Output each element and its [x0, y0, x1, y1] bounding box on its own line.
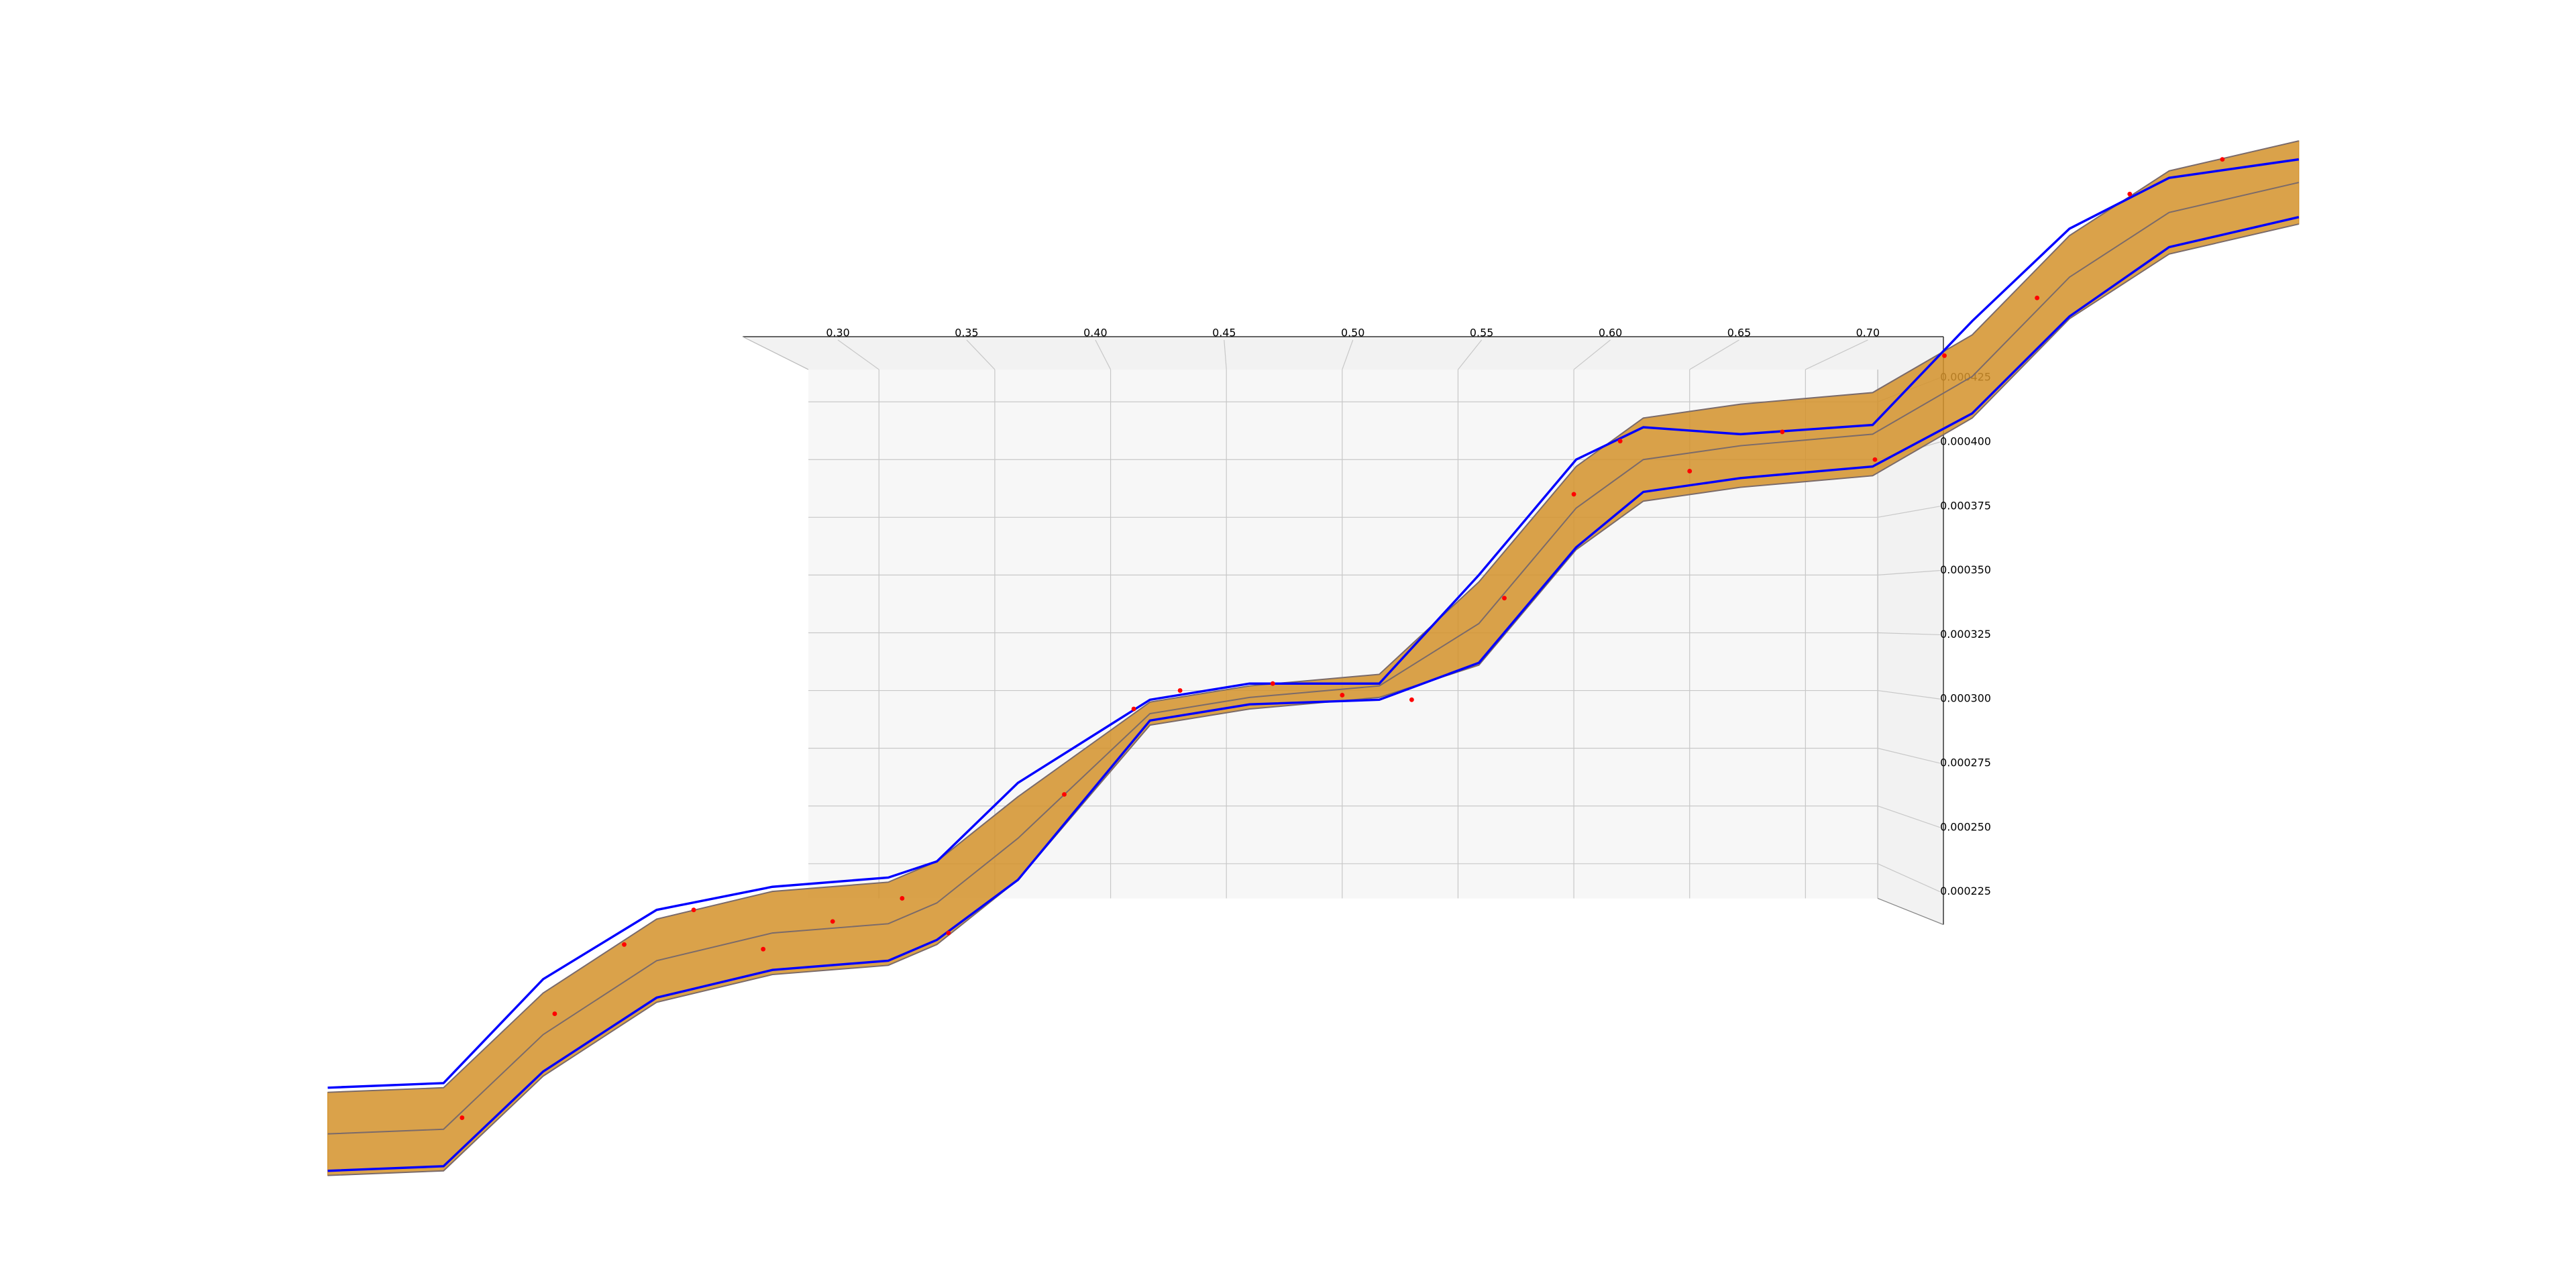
grid-line: [1805, 339, 1868, 370]
data-point: [2220, 157, 2225, 162]
grid-line: [1457, 339, 1483, 370]
data-point: [830, 919, 835, 924]
x-tick-label: 0.30: [826, 327, 849, 339]
grid-line: [1878, 689, 1941, 700]
data-point: [900, 896, 905, 901]
x-tick-label: 0.60: [1599, 327, 1622, 339]
data-point: [1270, 681, 1275, 686]
curve: [327, 216, 2300, 1172]
surface-mesh-line: [327, 140, 2300, 1093]
data-point: [552, 1011, 557, 1017]
grid-line: [837, 339, 879, 370]
x-tick-label: 0.55: [1470, 327, 1493, 339]
y-tick-label: 0.000325: [1940, 628, 1991, 640]
data-point: [1687, 469, 1693, 474]
data-point: [1942, 353, 1947, 358]
curve: [327, 158, 2300, 1089]
data-point: [2127, 191, 2133, 197]
data-point: [1131, 706, 1136, 712]
data-point: [1872, 457, 1878, 462]
x-tick-label: 0.70: [1856, 327, 1880, 339]
data-point: [460, 1115, 465, 1120]
grid-line: [1689, 339, 1739, 370]
x-tick-label: 0.45: [1212, 327, 1236, 339]
y-tick-label: 0.000225: [1940, 885, 1991, 897]
data-point: [622, 942, 627, 947]
grid-line: [1878, 632, 1941, 636]
grid-line: [1878, 570, 1941, 576]
data-point: [1502, 596, 1507, 601]
y-tick-label: 0.000275: [1940, 757, 1991, 769]
x-tick-label: 0.35: [955, 327, 978, 339]
grid-line: [1342, 339, 1354, 370]
data-point: [946, 930, 951, 936]
y-tick-label: 0.000350: [1940, 563, 1991, 576]
data-point: [691, 907, 696, 913]
grid-line: [1877, 863, 1941, 893]
grid-line: [1877, 805, 1941, 828]
y-tick-label: 0.000375: [1940, 499, 1991, 512]
grid-line: [1224, 339, 1227, 370]
data-point: [2035, 295, 2040, 300]
pane-edge: [1877, 897, 1944, 926]
data-point: [1617, 439, 1623, 444]
grid-line: [966, 339, 996, 370]
grid-line: [1095, 339, 1112, 370]
y-tick-label: 0.000400: [1940, 435, 1991, 448]
grid-line: [1573, 339, 1611, 370]
x-tick-label: 0.65: [1727, 327, 1751, 339]
x-tick-label: 0.40: [1083, 327, 1107, 339]
data-point: [761, 946, 766, 952]
data-point: [1340, 693, 1345, 698]
grid-line: [1877, 506, 1941, 518]
surface-mesh-line: [327, 223, 2300, 1176]
data-point: [1780, 429, 1785, 435]
data-point: [1409, 697, 1414, 702]
y-tick-label: 0.000300: [1940, 692, 1991, 705]
y-tick-label: 0.000250: [1940, 820, 1991, 833]
data-point: [1177, 688, 1183, 693]
x-tick-label: 0.50: [1341, 327, 1364, 339]
data-point: [1062, 792, 1067, 797]
surface-mesh-line: [327, 182, 2300, 1135]
pane-edge: [742, 336, 809, 370]
grid-line: [1877, 748, 1941, 764]
data-point: [1571, 492, 1576, 497]
